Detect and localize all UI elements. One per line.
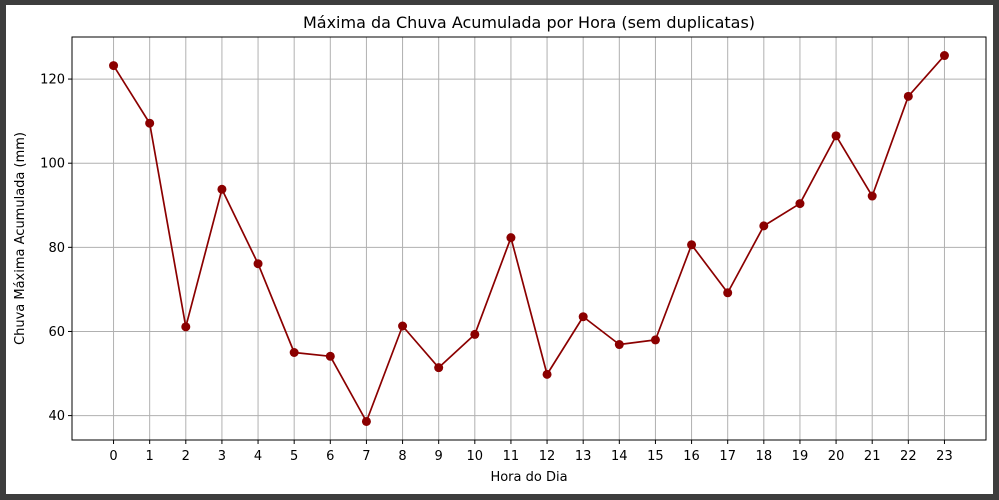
y-tick-label: 60 bbox=[48, 325, 65, 340]
data-point bbox=[253, 259, 263, 269]
data-point bbox=[325, 351, 335, 361]
x-tick-label: 19 bbox=[792, 449, 809, 464]
x-tick-label: 12 bbox=[539, 449, 556, 464]
x-tick-label: 14 bbox=[611, 449, 628, 464]
line-chart: 0 1 2 3 4 5 6 7 8 9 10 11 12 13 14 15 16 17 18 19 20 21 22 23 4… bbox=[13, 13, 987, 485]
x-tick-label: 15 bbox=[647, 449, 664, 464]
x-tick-label: 13 bbox=[575, 449, 592, 464]
data-point bbox=[831, 131, 841, 141]
data-point bbox=[795, 199, 805, 209]
figure-canvas: 0 1 2 3 4 5 6 7 8 9 10 11 12 13 14 15 16 17 18 19 20 21 22 23 4… bbox=[6, 5, 993, 494]
x-axis-ticks: 0 1 2 3 4 5 6 7 8 9 10 11 12 13 14 15 16 17 18 19 20 21 22 23 bbox=[109, 440, 953, 464]
x-tick-label: 7 bbox=[362, 449, 370, 464]
grid bbox=[72, 37, 986, 440]
x-tick-label: 20 bbox=[828, 449, 845, 464]
x-tick-label: 11 bbox=[503, 449, 520, 464]
x-tick-label: 23 bbox=[936, 449, 953, 464]
x-axis-label: Hora do Dia bbox=[490, 470, 567, 485]
plot-area-frame bbox=[71, 36, 987, 441]
data-point bbox=[759, 221, 769, 231]
x-tick-label: 22 bbox=[900, 449, 917, 464]
x-tick-label: 6 bbox=[326, 449, 334, 464]
y-tick-label: 40 bbox=[48, 409, 65, 424]
data-point bbox=[614, 340, 624, 350]
data-point bbox=[398, 321, 408, 331]
data-points bbox=[109, 51, 949, 426]
series-line bbox=[112, 54, 946, 423]
data-point bbox=[470, 329, 480, 339]
x-tick-label: 9 bbox=[435, 449, 443, 464]
x-tick-label: 10 bbox=[467, 449, 484, 464]
y-tick-label: 100 bbox=[40, 157, 65, 172]
data-point bbox=[217, 184, 227, 194]
x-tick-label: 0 bbox=[109, 449, 117, 464]
x-tick-label: 8 bbox=[398, 449, 406, 464]
data-point bbox=[867, 191, 877, 201]
x-tick-label: 16 bbox=[683, 449, 700, 464]
x-tick-label: 5 bbox=[290, 449, 298, 464]
x-tick-label: 4 bbox=[254, 449, 262, 464]
chart-title: Máxima da Chuva Acumulada por Hora (sem … bbox=[303, 13, 755, 32]
data-point bbox=[578, 312, 588, 322]
data-point bbox=[145, 118, 155, 128]
x-tick-label: 3 bbox=[218, 449, 226, 464]
data-point bbox=[506, 233, 516, 243]
y-tick-label: 80 bbox=[48, 241, 65, 256]
x-tick-label: 17 bbox=[719, 449, 736, 464]
data-point bbox=[939, 51, 949, 61]
data-point bbox=[542, 369, 552, 379]
data-point bbox=[361, 416, 371, 426]
data-point bbox=[687, 240, 697, 250]
data-point bbox=[903, 91, 913, 101]
y-axis-ticks: 40 60 80 100 120 bbox=[40, 73, 72, 424]
x-tick-label: 2 bbox=[182, 449, 190, 464]
data-point bbox=[181, 322, 191, 332]
data-point bbox=[650, 335, 660, 345]
data-point bbox=[289, 348, 299, 358]
x-tick-label: 18 bbox=[756, 449, 773, 464]
x-tick-label: 1 bbox=[146, 449, 154, 464]
data-point bbox=[723, 288, 733, 298]
data-point bbox=[434, 363, 444, 373]
y-tick-label: 120 bbox=[40, 73, 65, 88]
series-line-layer bbox=[112, 54, 946, 423]
y-axis-label: Chuva Máxima Acumulada (mm) bbox=[13, 132, 28, 345]
x-tick-label: 21 bbox=[864, 449, 881, 464]
data-point bbox=[109, 61, 119, 71]
